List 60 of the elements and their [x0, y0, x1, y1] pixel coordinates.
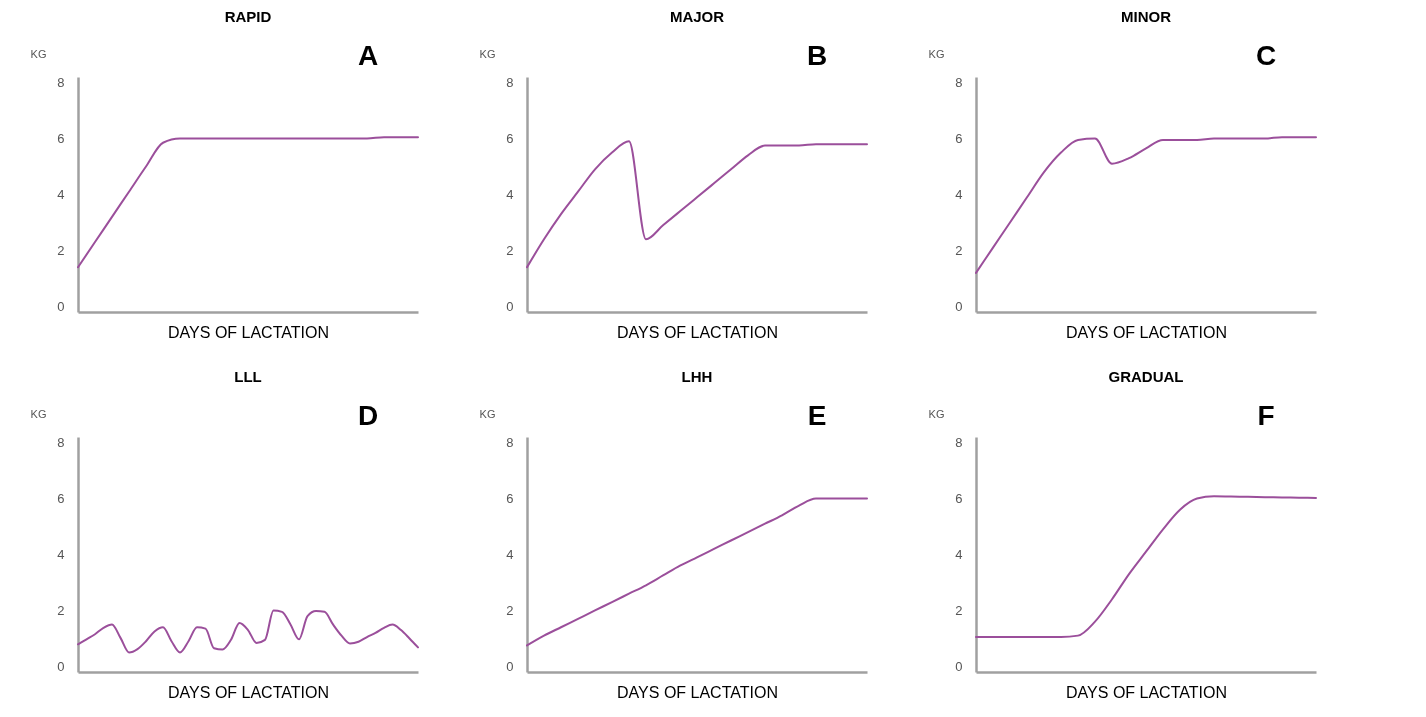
- y-tick-label: 4: [57, 547, 65, 562]
- chart-title: LLL: [234, 368, 262, 385]
- text: D: [357, 400, 379, 431]
- y-tick-label: 6: [506, 491, 514, 507]
- text: C: [1255, 40, 1277, 71]
- y-tick-label: 8: [506, 75, 514, 91]
- y-tick-label: 8: [57, 75, 65, 91]
- line-series: [975, 136, 1317, 274]
- text: E: [807, 400, 827, 431]
- x-axis-title: DAYS OF LACTATION: [617, 683, 778, 701]
- y-tick-label: 4: [506, 187, 514, 202]
- y-tick-label: 0: [955, 298, 963, 314]
- y-axis-title: KG: [30, 47, 47, 60]
- text: F: [1257, 400, 1275, 431]
- y-axis-title: KG: [479, 407, 496, 420]
- y-tick-label: 0: [57, 658, 65, 674]
- y-tick-label: 8: [506, 435, 514, 451]
- line-series: [77, 136, 419, 269]
- y-tick-label: 0: [955, 658, 963, 674]
- y-tick-label: 2: [506, 602, 514, 618]
- y-tick-label: 2: [506, 242, 514, 258]
- y-tick-label: 2: [57, 242, 65, 258]
- y-tick-label: 4: [506, 547, 514, 562]
- chart-title: GRADUAL: [1108, 368, 1184, 385]
- y-tick-label: 2: [57, 602, 65, 618]
- y-tick-label: 8: [57, 435, 65, 451]
- chart-title: RAPID: [224, 8, 272, 25]
- y-axis-title: KG: [30, 407, 47, 420]
- y-tick-label: 0: [506, 298, 514, 314]
- x-axis-title: DAYS OF LACTATION: [168, 683, 329, 701]
- line-series: [77, 609, 419, 654]
- text: B: [806, 40, 828, 71]
- y-tick-label: 6: [955, 491, 963, 507]
- y-tick-label: 6: [57, 131, 65, 147]
- y-tick-label: 8: [955, 75, 963, 91]
- y-axis-title: KG: [928, 407, 945, 420]
- y-tick-label: 8: [955, 435, 963, 451]
- y-tick-label: 2: [955, 242, 963, 258]
- y-tick-label: 2: [955, 602, 963, 618]
- y-tick-label: 4: [955, 547, 963, 562]
- line-series: [975, 495, 1317, 639]
- y-tick-label: 4: [955, 187, 963, 202]
- text: A: [357, 40, 379, 71]
- y-tick-label: 4: [57, 187, 65, 202]
- line-series: [526, 140, 868, 269]
- y-tick-label: 6: [506, 131, 514, 147]
- y-tick-label: 0: [506, 658, 514, 674]
- y-tick-label: 6: [57, 491, 65, 507]
- x-axis-title: DAYS OF LACTATION: [617, 323, 778, 341]
- chart-title: LHH: [681, 368, 713, 385]
- y-tick-label: 6: [955, 131, 963, 147]
- x-axis-title: DAYS OF LACTATION: [1066, 323, 1227, 341]
- chart-title: MAJOR: [669, 8, 725, 25]
- x-axis-title: DAYS OF LACTATION: [168, 323, 329, 341]
- line-series: [526, 497, 868, 647]
- y-axis-title: KG: [928, 47, 945, 60]
- y-axis-title: KG: [479, 47, 496, 60]
- y-tick-label: 0: [57, 298, 65, 314]
- chart-title: MINOR: [1121, 8, 1172, 25]
- x-axis-title: DAYS OF LACTATION: [1066, 683, 1227, 701]
